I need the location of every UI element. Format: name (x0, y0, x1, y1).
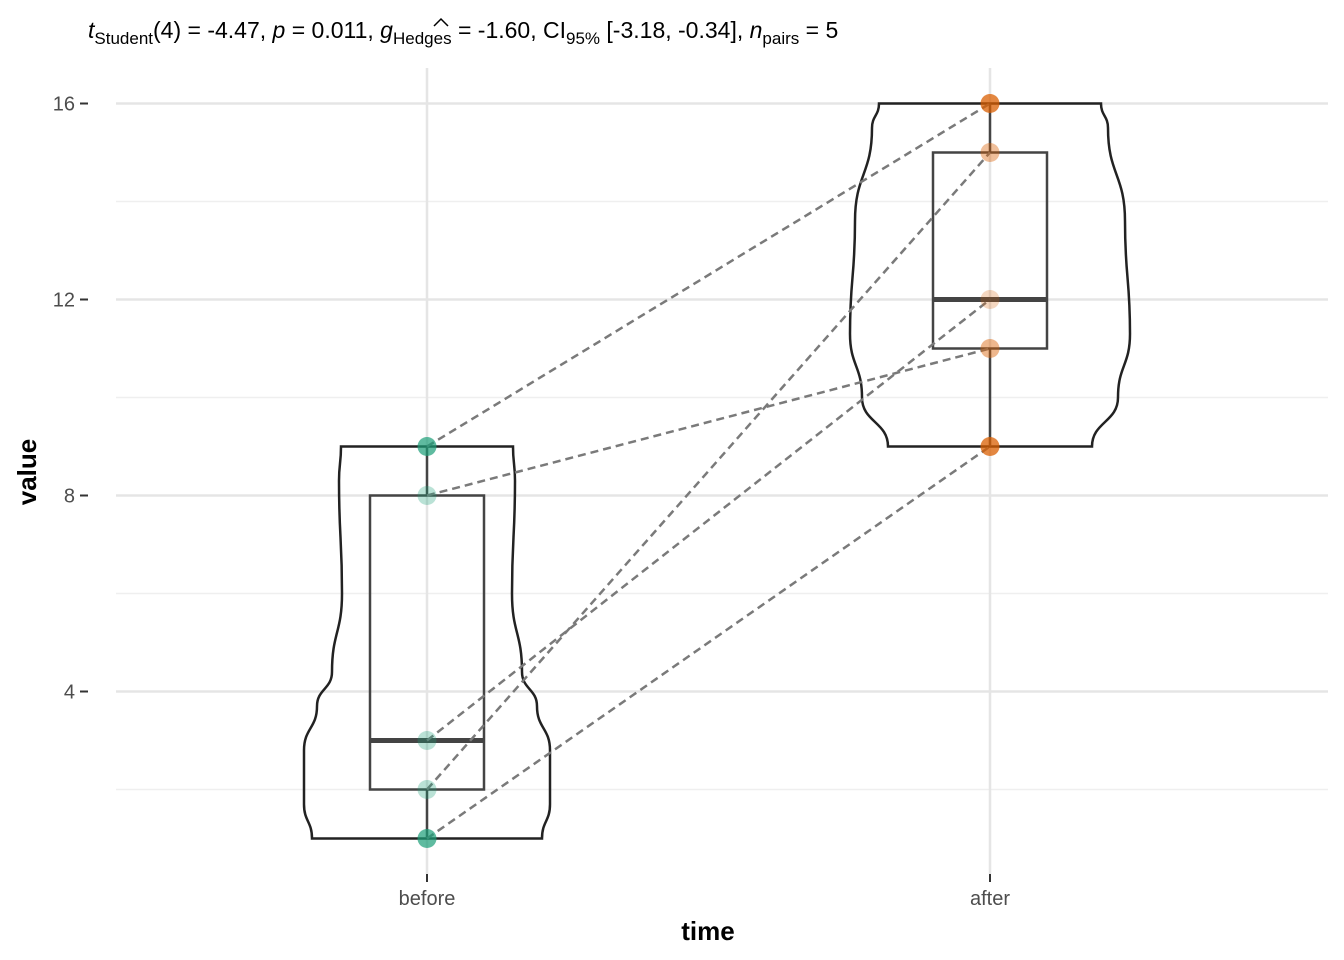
p-value: = 0.011, (285, 17, 380, 43)
point-after (980, 339, 1000, 358)
point-after (980, 94, 1000, 113)
point-before (417, 731, 437, 750)
pair-line (426, 347, 991, 497)
pair-line (426, 445, 991, 840)
x-tick-label: after (970, 888, 1010, 910)
pair-line (426, 102, 991, 448)
g-subscript: Hedges (393, 29, 452, 48)
pair-line (426, 298, 991, 742)
x-axis-title: time (681, 916, 734, 946)
g-value: = -1.60, CI (452, 17, 566, 43)
y-axis-title: value (12, 439, 42, 506)
point-before (417, 829, 437, 848)
t-statistic: (4) = -4.47, (153, 17, 273, 43)
y-tick-label: 8 (64, 486, 75, 508)
point-after (980, 143, 1000, 162)
chart-subtitle: tStudent(4) = -4.47, p = 0.011, gHedges … (88, 17, 838, 48)
n-value: = 5 (799, 17, 838, 43)
violin-after (848, 102, 1132, 448)
t-symbol: t (88, 17, 96, 43)
point-after (980, 437, 1000, 456)
point-after (980, 290, 1000, 309)
points (417, 94, 1000, 848)
pair-lines (426, 102, 991, 840)
y-tick-label: 16 (53, 94, 75, 116)
point-before (417, 780, 437, 799)
x-axis: before after (399, 874, 1010, 910)
n-subscript: pairs (762, 29, 799, 48)
g-symbol: g (380, 17, 393, 43)
p-symbol: p (272, 17, 286, 43)
y-axis: 4 8 12 16 (53, 94, 88, 704)
y-tick-label: 4 (64, 682, 75, 704)
violin-before (302, 445, 552, 840)
ci-value: [-3.18, -0.34], (600, 17, 750, 43)
boxplots (368, 103, 1049, 839)
t-subscript: Student (94, 29, 153, 48)
hat-icon (433, 17, 449, 27)
point-before (417, 486, 437, 505)
n-symbol: n (750, 17, 763, 43)
pair-line (426, 151, 991, 791)
point-before (417, 437, 437, 456)
x-tick-label: before (399, 888, 456, 910)
grid (116, 68, 1328, 874)
violins (302, 102, 1132, 840)
y-tick-label: 12 (53, 290, 75, 312)
ci-subscript: 95% (566, 29, 600, 48)
